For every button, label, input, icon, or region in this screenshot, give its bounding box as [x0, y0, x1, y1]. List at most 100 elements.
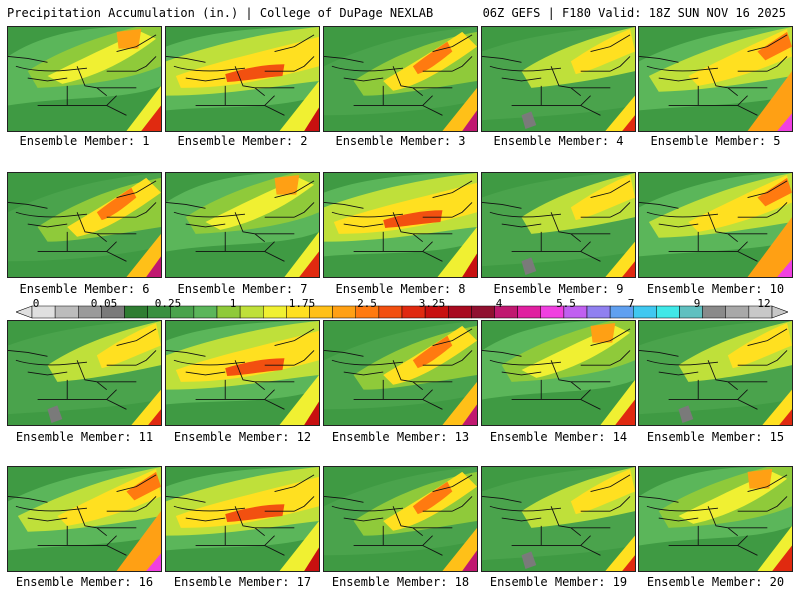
scale-swatch: [378, 305, 403, 319]
precip-contour: [622, 261, 635, 277]
ensemble-member-label: Ensemble Member: 18: [331, 575, 470, 589]
precip-contour: [279, 374, 319, 425]
precip-contour: [437, 226, 477, 277]
ensemble-member-map: [638, 26, 793, 132]
precip-contour: [126, 471, 161, 501]
scale-swatch: [656, 305, 680, 319]
precip-contour: [570, 468, 635, 515]
map-title: Precipitation Accumulation (in.) | Colle…: [7, 6, 434, 20]
ensemble-member-label: Ensemble Member: 13: [331, 430, 470, 444]
ensemble-member-map: [165, 466, 320, 572]
scale-swatch: [702, 305, 726, 319]
scale-tick-label: 2.5: [357, 297, 377, 310]
scale-tick-label: 4: [495, 297, 503, 310]
precip-contour: [747, 217, 792, 277]
precip-contour: [96, 322, 161, 369]
precip-contour: [570, 28, 635, 75]
ensemble-member-map: [7, 26, 162, 132]
precip-contour: [757, 31, 792, 61]
precip-contour: [521, 551, 537, 570]
state-borders: [324, 474, 473, 556]
precip-contour: [116, 28, 142, 49]
scale-tick-label: 12: [757, 297, 771, 310]
scale-swatch: [471, 305, 495, 319]
ensemble-member-label: Ensemble Member: 12: [173, 430, 312, 444]
precip-contour: [747, 71, 792, 131]
state-borders: [8, 474, 157, 556]
ensemble-member-map: [323, 466, 478, 572]
precip-contour: [442, 87, 477, 131]
scale-swatch: [193, 305, 218, 319]
precip-contour: [762, 389, 792, 425]
scale-swatch: [725, 305, 750, 319]
state-borders: [324, 328, 473, 410]
scale-swatch: [633, 305, 657, 319]
precip-contour: [442, 527, 477, 571]
precip-contour: [590, 322, 616, 343]
ensemble-member-map: [323, 172, 478, 278]
precip-contour: [622, 555, 635, 571]
state-borders: [166, 34, 315, 116]
scale-tick-label: 1: [229, 297, 237, 310]
scale-swatch: [517, 305, 541, 319]
state-borders: [639, 34, 788, 116]
state-borders: [324, 180, 473, 262]
state-borders: [166, 328, 315, 410]
scale-swatch: [239, 305, 264, 319]
precip-contour: [605, 241, 635, 277]
ensemble-member-label: Ensemble Member: 6: [19, 282, 150, 296]
ensemble-member-label: Ensemble Member: 11: [15, 430, 154, 444]
scale-swatch: [586, 305, 611, 319]
ensemble-member-label: Ensemble Member: 16: [15, 575, 154, 589]
ensemble-member-label: Ensemble Member: 4: [493, 134, 624, 148]
ensemble-member-map: [638, 466, 793, 572]
ensemble-member-map: [481, 320, 636, 426]
state-borders: [482, 328, 631, 410]
precip-contour: [521, 111, 537, 130]
scale-tick-label: 3.25: [418, 297, 446, 310]
scale-swatch: [448, 305, 472, 319]
ensemble-member-map: [165, 172, 320, 278]
ensemble-member-map: [323, 26, 478, 132]
precip-contour: [772, 545, 792, 571]
ensemble-member-label: Ensemble Member: 2: [177, 134, 308, 148]
state-borders: [324, 34, 473, 116]
scale-tick-label: 9: [693, 297, 701, 310]
scale-swatch: [124, 305, 148, 319]
precip-contour: [57, 468, 161, 526]
ensemble-member-map: [481, 466, 636, 572]
scale-swatch: [332, 305, 356, 319]
ensemble-member-map: [7, 320, 162, 426]
ensemble-member-map: [165, 320, 320, 426]
ensemble-member-label: Ensemble Member: 8: [335, 282, 466, 296]
precip-contour: [757, 177, 792, 207]
precip-contour: [279, 80, 319, 131]
model-run-label: 06Z GEFS | F180 Valid: 18Z SUN NOV 16 20…: [482, 6, 786, 20]
precip-contour: [521, 257, 537, 276]
state-borders: [166, 474, 315, 556]
ensemble-member-map: [481, 26, 636, 132]
ensemble-member-label: Ensemble Member: 3: [335, 134, 466, 148]
precip-contour: [412, 481, 453, 515]
state-borders: [482, 474, 631, 556]
scale-tick-label: 5.5: [556, 297, 576, 310]
precip-contour: [412, 335, 453, 369]
precip-contour: [678, 405, 694, 424]
ensemble-member-label: Ensemble Member: 14: [489, 430, 628, 444]
state-borders: [639, 474, 788, 556]
ensemble-member-label: Ensemble Member: 10: [646, 282, 785, 296]
precip-contour: [570, 174, 635, 221]
ensemble-member-label: Ensemble Member: 1: [19, 134, 150, 148]
ensemble-member-map: [323, 320, 478, 426]
scale-tick-label: 0.05: [90, 297, 118, 310]
scale-tick-label: 1.75: [288, 297, 316, 310]
ensemble-member-label: Ensemble Member: 17: [173, 575, 312, 589]
scale-swatch: [216, 305, 241, 319]
precipitation-color-scale: [16, 305, 788, 319]
state-borders: [482, 180, 631, 262]
precip-contour: [146, 553, 161, 571]
scale-tick-label: 0: [32, 297, 40, 310]
ensemble-member-label: Ensemble Member: 7: [177, 282, 308, 296]
precip-contour: [747, 468, 773, 489]
state-borders: [482, 34, 631, 116]
